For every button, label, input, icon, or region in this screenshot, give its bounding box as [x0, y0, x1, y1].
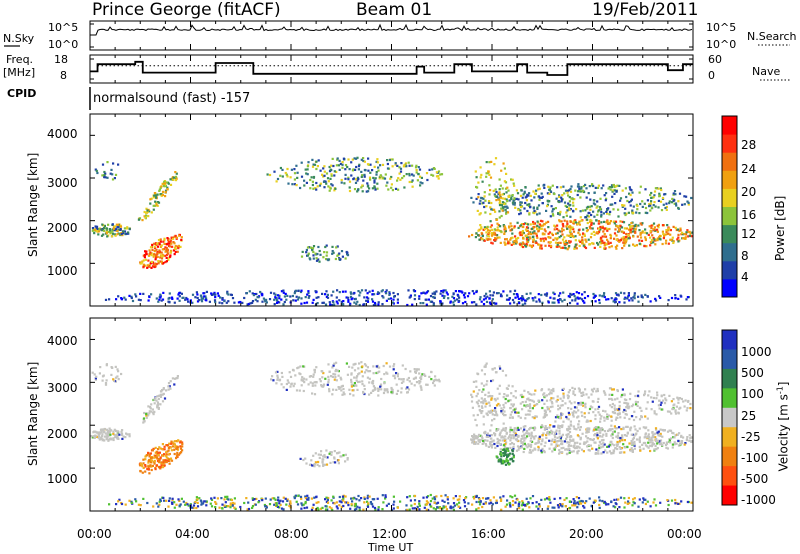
velocity-colorbar-segment	[722, 407, 737, 428]
power-colorbar-segment	[722, 278, 737, 298]
velocity-strong-echo	[138, 439, 184, 475]
power-colorbar-segment	[722, 224, 737, 244]
velocity-early-upper	[91, 363, 123, 386]
velocity-arc-rising	[142, 375, 179, 424]
xtick-2000: 20:00	[569, 527, 604, 541]
power-frame	[89, 113, 694, 307]
power-afternoon-upper	[470, 183, 693, 219]
velocity-cb-100: 100	[741, 387, 764, 401]
nave-tick-top: 60	[708, 53, 722, 66]
power-band-early	[91, 223, 131, 238]
velocity-colorbar-segment	[722, 349, 737, 370]
nsky-tick-bottom: 10^0	[48, 38, 79, 51]
freq-label: Freq.	[6, 53, 34, 66]
power-cb-20: 20	[741, 185, 757, 199]
velocity-cb-m25: -25	[741, 430, 761, 444]
velocity-colorbar-segment	[722, 485, 737, 506]
xtick-1200: 12:00	[372, 527, 407, 541]
nsearch-tick-bottom: 10^0	[706, 38, 737, 51]
power-onset	[474, 157, 516, 234]
velocity-cb-m1000: -1000	[741, 493, 776, 507]
nsky-label: N.Sky	[3, 32, 35, 45]
velocity-ytick-2000: 2000	[47, 427, 78, 441]
nsky-tick-top: 10^5	[48, 21, 79, 34]
power-colorbar-segment	[722, 260, 737, 280]
velocity-colorbar-segment	[722, 466, 737, 487]
power-cb-16: 16	[741, 208, 757, 222]
nsearch-tick-top: 10^5	[706, 21, 737, 34]
power-ytick-4000: 4000	[47, 127, 78, 141]
velocity-cb-m500: -500	[741, 472, 769, 486]
freq-line	[90, 60, 693, 76]
xtick-0400: 04:00	[175, 527, 210, 541]
xtick-1600: 16:00	[471, 527, 506, 541]
power-strong-echo	[139, 233, 183, 269]
velocity-band-early	[90, 427, 131, 442]
cpid-text: normalsound (fast) -157	[93, 91, 251, 106]
velocity-onset	[470, 362, 516, 438]
velocity-afternoon-upper	[470, 386, 692, 423]
power-ytick-1000: 1000	[47, 264, 78, 278]
velocity-green-patch	[495, 447, 515, 466]
power-colorbar-segment	[722, 206, 737, 226]
velocity-upper-band	[270, 361, 441, 397]
station-title: Prince George (fitACF)	[92, 0, 281, 20]
power-cb-8: 8	[741, 249, 749, 263]
nsky-line	[89, 23, 693, 36]
beam-title: Beam 01	[356, 0, 433, 20]
date-title: 19/Feb/2011	[592, 0, 699, 20]
velocity-colorbar-segment	[722, 446, 737, 467]
power-colorbar-segment	[722, 170, 737, 189]
power-colorbar-segment	[722, 134, 737, 153]
power-near-range	[104, 289, 690, 307]
power-afternoon-band	[468, 218, 694, 251]
velocity-near-range	[108, 493, 693, 512]
power-colorbar-segment	[722, 116, 737, 135]
freq-tick-bottom: 8	[60, 69, 67, 82]
nsearch-label: N.Search	[747, 30, 797, 43]
velocity-colorbar-segment	[722, 388, 737, 409]
power-colorbar-segment	[722, 152, 737, 171]
power-mid-patch	[300, 244, 350, 263]
power-colorbar-segment	[722, 242, 737, 262]
velocity-colorbar-segment	[722, 330, 737, 350]
velocity-cb-1000: 1000	[741, 345, 772, 359]
xtick-0000: 00:00	[77, 527, 112, 541]
velocity-colorbar-segment	[722, 368, 737, 389]
velocity-colorbar-frame	[721, 329, 738, 506]
freq-tick-top: 18	[54, 53, 68, 66]
nave-tick-bottom: 0	[708, 69, 715, 82]
power-cb-24: 24	[741, 162, 757, 176]
power-colorbar-segment	[722, 188, 737, 207]
power-cb-12: 12	[741, 227, 757, 241]
xtick-0800: 08:00	[274, 527, 309, 541]
cpid-label: CPID	[7, 87, 37, 100]
freq-unit: [MHz]	[3, 66, 36, 79]
power-cb-28: 28	[741, 138, 757, 152]
velocity-colorbar-segment	[722, 427, 737, 448]
power-early-upper	[94, 161, 120, 181]
xtick-2400: 00:00	[667, 527, 702, 541]
velocity-cb-25: 25	[741, 409, 757, 423]
power-upper-band	[266, 156, 444, 193]
velocity-ytick-1000: 1000	[47, 472, 78, 486]
power-arc-rising	[137, 171, 178, 222]
nave-label: Nave	[752, 65, 781, 78]
power-cb-4: 4	[741, 270, 749, 284]
power-ytick-2000: 2000	[47, 221, 78, 235]
velocity-ytick-4000: 4000	[47, 334, 78, 348]
velocity-cb-m100: -100	[741, 451, 769, 465]
velocity-frame	[89, 317, 694, 512]
power-ytick-3000: 3000	[47, 176, 78, 190]
velocity-ytick-3000: 3000	[47, 381, 78, 395]
velocity-mid-patch	[299, 449, 349, 468]
xlabel: Time UT	[368, 541, 414, 554]
power-colorbar-frame	[721, 115, 738, 298]
velocity-cb-500: 500	[741, 366, 764, 380]
